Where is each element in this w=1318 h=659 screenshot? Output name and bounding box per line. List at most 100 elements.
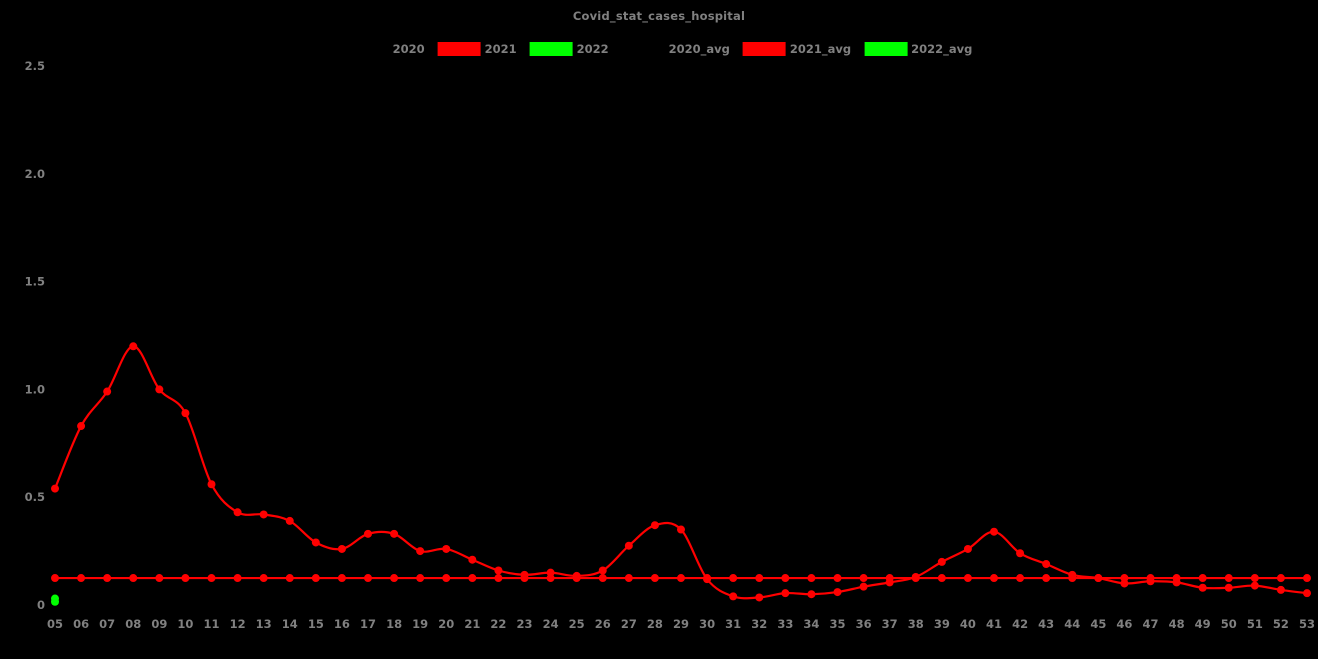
series-2021-marker	[598, 566, 607, 575]
series-2021-marker	[781, 589, 790, 598]
series-2021-marker	[1276, 585, 1285, 594]
series-2021_avg-marker	[1303, 574, 1311, 583]
series-2021-marker	[468, 555, 477, 564]
series-2021-marker	[990, 527, 998, 536]
series-2021_avg-marker	[259, 574, 268, 583]
series-2021_avg-marker	[1094, 574, 1103, 583]
legend-label-2021: 2021	[484, 42, 517, 56]
series-2021-marker	[963, 544, 972, 553]
y-tick-label: 2.5	[25, 59, 45, 73]
x-tick-label: 10	[177, 617, 193, 631]
legend-label-2020-avg: 2020_avg	[668, 42, 730, 56]
series-2021_avg-marker	[598, 574, 607, 583]
series-2021_avg-marker	[1250, 574, 1259, 583]
x-tick-label: 42	[1012, 617, 1028, 631]
series-2021_avg-marker	[546, 574, 555, 583]
series-2021_avg-marker	[416, 574, 425, 583]
legend-swatch-2022-avg	[864, 42, 908, 56]
legend-label-2022-avg: 2022_avg	[911, 42, 973, 56]
series-2021_avg-marker	[755, 574, 764, 583]
x-tick-label: 17	[360, 617, 376, 631]
series-2021-marker	[1198, 583, 1207, 592]
x-tick-label: 26	[595, 617, 611, 631]
series-2021-line	[53, 345, 1308, 600]
y-tick-label: 0.5	[25, 490, 45, 504]
legend-swatch-2020-avg	[621, 42, 665, 56]
legend: 2020 2021 2022 2020_avg 2021_avg 2022_av…	[345, 42, 973, 56]
series-2021-marker	[1303, 589, 1311, 598]
series-2021_avg-marker	[1042, 574, 1051, 583]
series-2021_avg-marker	[677, 574, 685, 583]
series-2021_avg-marker	[155, 574, 164, 583]
series-2021-marker	[859, 582, 868, 591]
series-2021-marker	[77, 422, 86, 431]
x-tick-label: 23	[516, 617, 532, 631]
series-2021-marker	[1042, 560, 1051, 569]
x-tick-label: 50	[1221, 617, 1237, 631]
x-tick-label: 30	[699, 617, 715, 631]
x-tick-label: 18	[386, 617, 402, 631]
x-tick-label: 24	[543, 617, 559, 631]
series-2021-marker	[833, 588, 842, 597]
series-2021-marker	[233, 508, 242, 517]
series-2021-marker	[677, 525, 685, 534]
legend-label-2022: 2022	[576, 42, 609, 56]
series-2021_avg-marker	[1120, 574, 1129, 583]
series-2021_avg-marker	[781, 574, 790, 583]
x-tick-label: 13	[256, 617, 272, 631]
series-2021_avg-marker	[703, 574, 712, 583]
series-2021_avg-marker	[51, 574, 59, 583]
series-2021-marker	[103, 387, 112, 396]
x-tick-label: 05	[47, 617, 63, 631]
legend-item-2020-avg: 2020_avg	[621, 42, 730, 56]
series-2021_avg-marker	[937, 574, 946, 583]
series-2021_avg-marker	[129, 574, 138, 583]
x-tick-label: 31	[725, 617, 741, 631]
legend-item-2021: 2021	[437, 42, 517, 56]
x-tick-label: 16	[334, 617, 350, 631]
series-2021-marker	[207, 480, 216, 489]
x-tick-label: 20	[438, 617, 454, 631]
legend-swatch-2022	[529, 42, 573, 56]
series-2021-marker	[937, 557, 946, 566]
legend-label-2021-avg: 2021_avg	[789, 42, 852, 56]
series-2022_avg-marker	[51, 597, 59, 606]
series-2021-marker	[51, 484, 59, 493]
series-2021_avg-marker	[1016, 574, 1025, 583]
series-2021-marker	[755, 593, 764, 602]
series-2021-marker	[650, 521, 659, 530]
series-2021_avg-marker	[1276, 574, 1285, 583]
series-2021_avg-marker	[624, 574, 633, 583]
x-tick-label: 33	[777, 617, 793, 631]
x-tick-label: 25	[569, 617, 585, 631]
series-2021-marker	[129, 342, 138, 351]
series-2021_avg-marker	[181, 574, 190, 583]
series-2021_avg-marker	[833, 574, 842, 583]
legend-label-2020: 2020	[392, 42, 425, 56]
series-2021_avg-marker	[1068, 574, 1077, 583]
series-2021-marker	[1250, 581, 1259, 590]
series-2021_avg-marker	[729, 574, 738, 583]
x-tick-label: 46	[1116, 617, 1132, 631]
series-2021_avg-marker	[520, 574, 529, 583]
series-2021_avg-marker	[311, 574, 320, 583]
x-tick-label: 11	[203, 617, 219, 631]
legend-swatch-2021	[437, 42, 481, 56]
x-tick-label: 49	[1195, 617, 1211, 631]
x-tick-label: 12	[230, 617, 246, 631]
x-tick-label: 36	[856, 617, 872, 631]
series-2021_avg-marker	[885, 574, 894, 583]
x-tick-label: 43	[1038, 617, 1054, 631]
x-tick-label: 08	[125, 617, 141, 631]
x-tick-label: 37	[882, 617, 898, 631]
legend-swatch-2021-avg	[742, 42, 786, 56]
x-tick-label: 47	[1142, 617, 1158, 631]
series-2021_avg-marker	[468, 574, 477, 583]
x-tick-label: 45	[1090, 617, 1106, 631]
x-tick-label: 35	[829, 617, 845, 631]
series-2021_avg-marker	[650, 574, 659, 583]
x-tick-label: 07	[99, 617, 115, 631]
series-2021-marker	[1224, 583, 1233, 592]
x-tick-label: 53	[1299, 617, 1315, 631]
